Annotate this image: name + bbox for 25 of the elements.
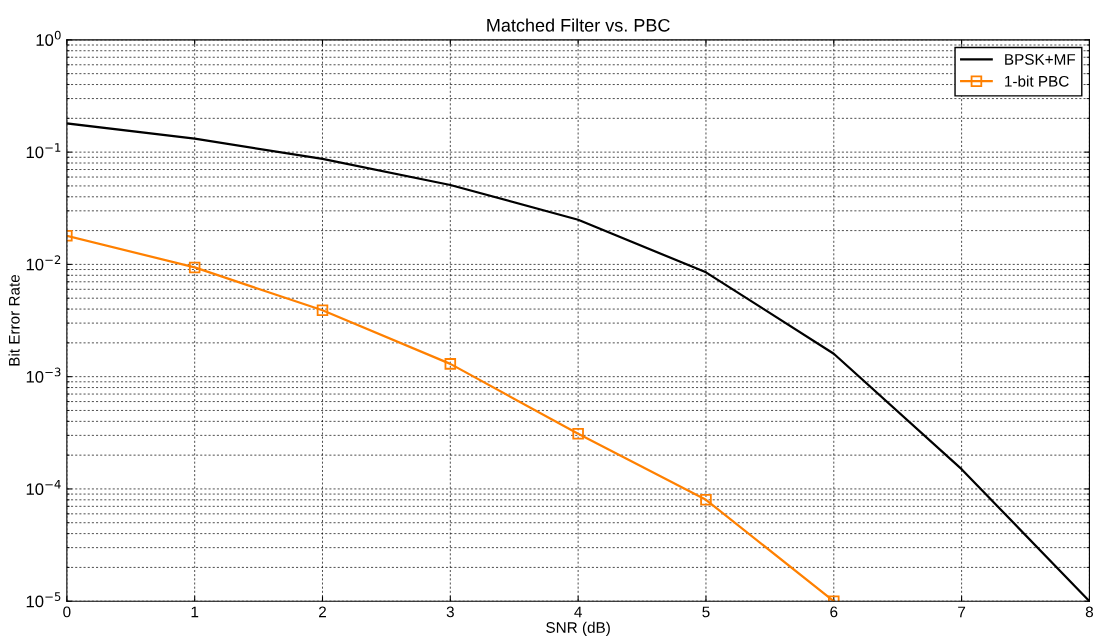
- x-tick-label: 1: [191, 606, 199, 618]
- point: [700, 494, 712, 506]
- x-tick-label: 2: [319, 606, 326, 618]
- point: [188, 261, 201, 274]
- x-tick-label: 7: [958, 606, 966, 618]
- point: [444, 358, 457, 370]
- x-tick-label: 4: [574, 606, 582, 618]
- y-tick-label: 10$^{−2}$: [26, 255, 61, 271]
- y-tick-label: 10$^{−4}$: [26, 479, 61, 496]
- x-tick-label: 5: [702, 606, 710, 618]
- y-tick-label: 10$^{−5}$: [26, 592, 61, 608]
- y-tick-label: 10$^{−1}$: [26, 143, 61, 159]
- x-tick-label: 0: [63, 606, 71, 618]
- legend-label: 1-bit PBC: [1005, 75, 1069, 87]
- y-tick-label: 10$^{0}$: [36, 30, 61, 46]
- y-axis-title: Bit Error Rate: [8, 274, 20, 366]
- legend-label: BPSK+MF: [1005, 54, 1076, 65]
- x-tick-label: 3: [446, 606, 454, 618]
- y-tick-label: 10$^{−3}$: [26, 367, 61, 383]
- x-axis-title: SNR (dB): [546, 621, 610, 636]
- x-tick-label: 6: [830, 606, 838, 618]
- point: [316, 304, 329, 317]
- point: [572, 428, 584, 440]
- chart-title: Matched Filter vs. PBC: [487, 18, 670, 32]
- x-tick-label: 8: [1085, 606, 1094, 618]
